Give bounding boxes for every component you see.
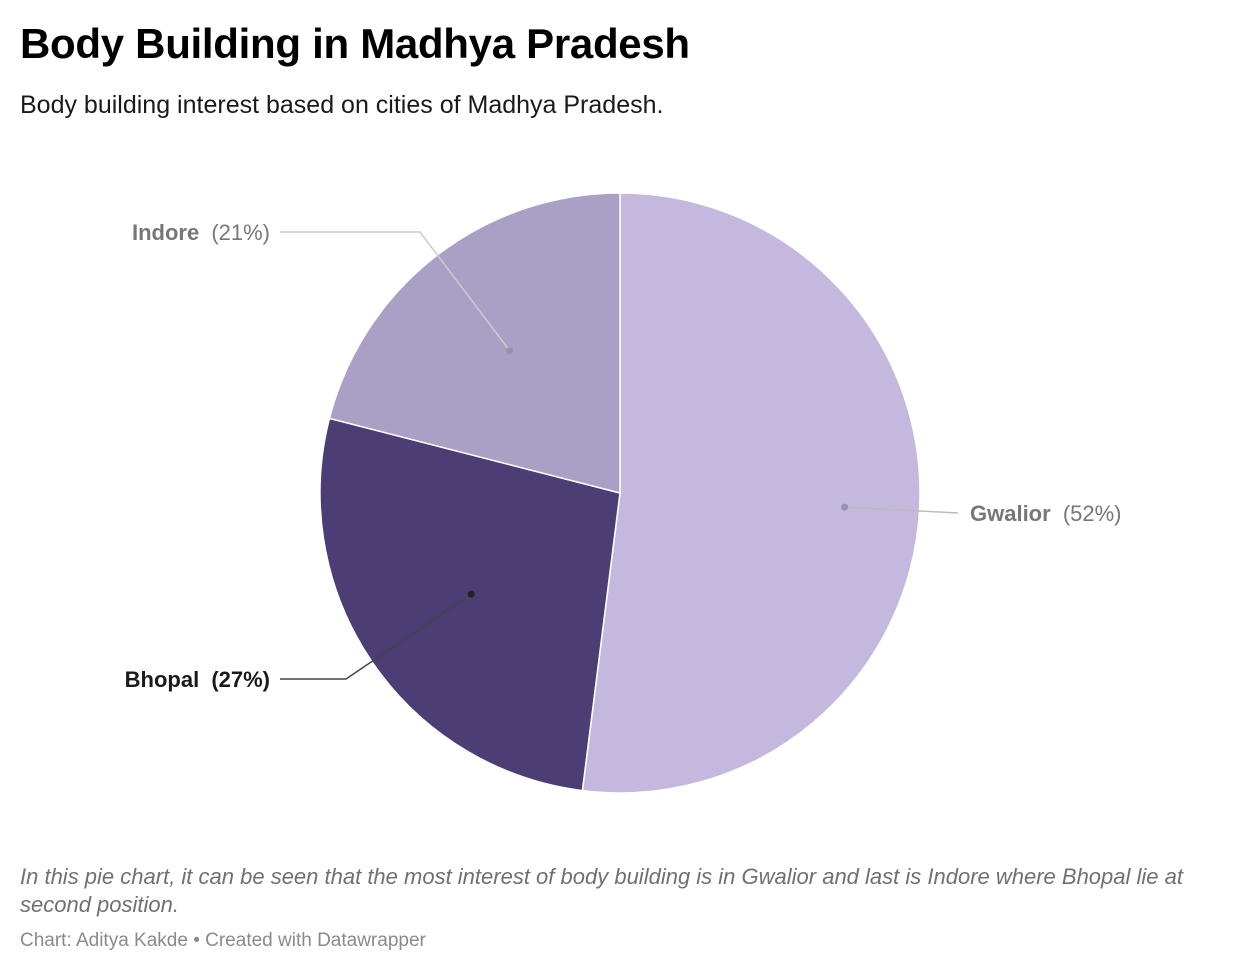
pie-slice-indore [328, 192, 621, 494]
slice-label-bhopal: Bhopal (27%) [125, 667, 270, 692]
slice-label-percent: (27%) [211, 667, 270, 692]
chart-notes: In this pie chart, it can be seen that t… [20, 864, 1183, 917]
leader-dot-bhopal [467, 590, 475, 598]
leader-line-bhopal [280, 593, 472, 680]
chart-title: Body Building in Madhya Pradesh [20, 20, 690, 67]
slice-label-gwalior: Gwalior (52%) [970, 501, 1122, 526]
pie-slice-gwalior [581, 192, 921, 794]
chart-source: Chart: Aditya Kakde • Created with Dataw… [20, 930, 426, 951]
slice-label-percent: (21%) [211, 220, 270, 245]
pie-chart: Gwalior (52%) Bhopal (27%) Indore (21%) [125, 192, 1122, 794]
slice-label-indore: Indore (21%) [132, 220, 270, 245]
slice-label-name: Indore [132, 220, 199, 245]
leader-dot-indore [506, 347, 514, 355]
leader-line-gwalior [844, 506, 959, 514]
slice-label-name: Gwalior [970, 501, 1051, 526]
slice-label-percent: (52%) [1063, 501, 1122, 526]
pie-slices [319, 192, 921, 794]
slice-label-name: Bhopal [125, 667, 200, 692]
leader-line-indore [280, 231, 511, 352]
chart-subtitle: Body building interest based on cities o… [20, 91, 664, 119]
leader-dot-gwalior [841, 503, 849, 511]
pie-leader-lines [280, 231, 959, 680]
